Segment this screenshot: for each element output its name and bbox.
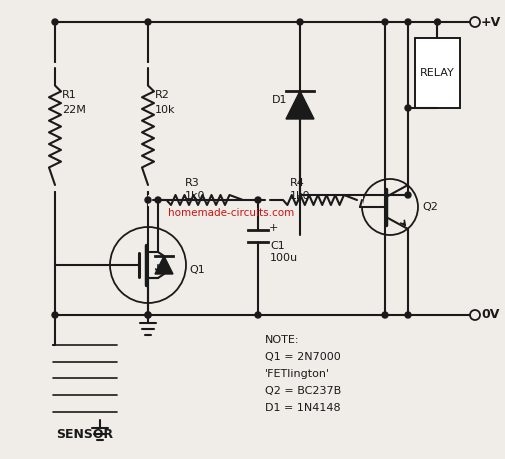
Circle shape bbox=[404, 105, 410, 111]
Circle shape bbox=[296, 19, 302, 25]
Text: Q2 = BC237B: Q2 = BC237B bbox=[265, 386, 340, 396]
Text: 0V: 0V bbox=[480, 308, 498, 321]
Text: +: + bbox=[269, 223, 278, 233]
Text: R3: R3 bbox=[185, 178, 199, 188]
Text: +V: +V bbox=[480, 16, 500, 28]
Text: Q1 = 2N7000: Q1 = 2N7000 bbox=[265, 352, 340, 362]
Text: D1: D1 bbox=[272, 95, 287, 105]
Circle shape bbox=[155, 197, 161, 203]
Text: 1k0: 1k0 bbox=[289, 191, 310, 201]
Text: R1: R1 bbox=[62, 90, 77, 100]
Text: R4: R4 bbox=[289, 178, 305, 188]
Bar bbox=[414, 38, 459, 108]
Text: 22M: 22M bbox=[62, 105, 86, 115]
Text: NOTE:: NOTE: bbox=[265, 335, 299, 345]
Polygon shape bbox=[285, 91, 314, 119]
Polygon shape bbox=[155, 256, 173, 274]
Text: Q2: Q2 bbox=[421, 202, 437, 212]
Circle shape bbox=[145, 19, 150, 25]
Circle shape bbox=[434, 19, 440, 25]
Circle shape bbox=[404, 312, 410, 318]
Circle shape bbox=[255, 197, 261, 203]
Circle shape bbox=[404, 192, 410, 198]
Text: homemade-circuits.com: homemade-circuits.com bbox=[168, 208, 294, 218]
Circle shape bbox=[381, 312, 387, 318]
Circle shape bbox=[381, 19, 387, 25]
Text: Q1: Q1 bbox=[189, 265, 205, 275]
Circle shape bbox=[52, 312, 58, 318]
Text: C1: C1 bbox=[270, 241, 284, 251]
Text: D1 = 1N4148: D1 = 1N4148 bbox=[265, 403, 340, 413]
Circle shape bbox=[145, 312, 150, 318]
Text: 10k: 10k bbox=[155, 105, 175, 115]
Circle shape bbox=[145, 197, 150, 203]
Circle shape bbox=[52, 19, 58, 25]
Text: SENSOR: SENSOR bbox=[57, 429, 113, 442]
Circle shape bbox=[404, 19, 410, 25]
Text: 1k0: 1k0 bbox=[185, 191, 205, 201]
Text: 'FETlington': 'FETlington' bbox=[265, 369, 329, 379]
Circle shape bbox=[145, 312, 150, 318]
Text: 100u: 100u bbox=[270, 253, 297, 263]
Text: RELAY: RELAY bbox=[419, 68, 454, 78]
Text: R2: R2 bbox=[155, 90, 170, 100]
Circle shape bbox=[255, 312, 261, 318]
